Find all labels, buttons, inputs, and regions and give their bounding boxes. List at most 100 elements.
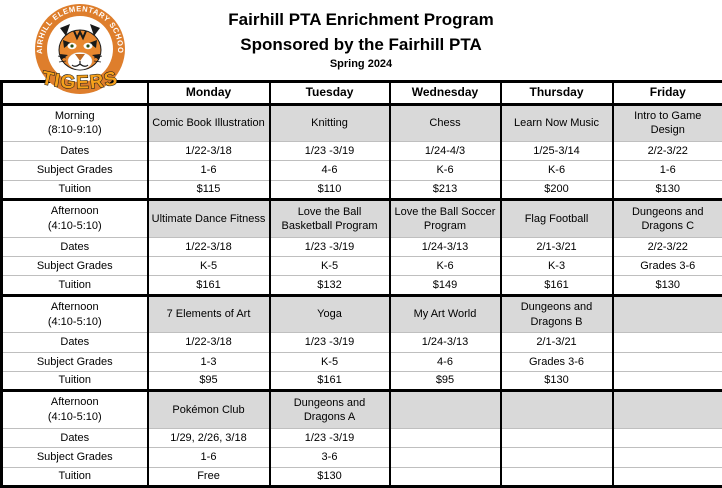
dates-cell: 1/22-3/18 [146,236,270,257]
tuition-row: Tuition $95 $161 $95 $130 [1,370,722,391]
grades-cell: K-6 [388,160,501,181]
school-logo: FAIRHILL ELEMENTARY SCHOOL TIGERS [27,0,132,102]
tuition-row: Tuition $161 $132 $149 $161 $130 [1,275,722,296]
tiger-face-icon [57,24,103,71]
session-cell: Afternoon (4:10-5:10) [1,198,148,238]
program-cell [499,389,613,429]
program-cell: Intro to Game Design [611,102,722,142]
grades-cell [611,447,722,468]
program-cell: Comic Book Illustration [146,102,270,142]
program-cell: Learn Now Music [499,102,613,142]
program-cell: Flag Football [499,198,613,238]
dates-cell: 1/24-3/13 [388,332,501,353]
tuition-label: Tuition [1,179,148,200]
grades-row: Subject Grades 1-3 K-5 4-6 Grades 3-6 [1,351,722,372]
program-cell: Pokémon Club [146,389,270,429]
grades-cell: 1-6 [146,160,270,181]
tuition-cell [611,466,722,487]
tuition-label: Tuition [1,275,148,296]
grades-cell: Grades 3-6 [499,351,613,372]
tuition-cell: $95 [388,370,501,391]
tuition-cell: $95 [146,370,270,391]
dates-cell: 1/24-3/13 [388,236,501,257]
dates-row: Dates 1/22-3/18 1/23 -3/19 1/24-4/3 1/25… [1,141,722,161]
tuition-cell: $130 [611,275,722,296]
day-header-row: Monday Tuesday Wednesday Thursday Friday [1,81,722,105]
tuition-cell: $161 [499,275,613,296]
grades-cell: K-5 [268,351,390,372]
tuition-row: Tuition Free $130 [1,466,722,487]
grades-cell: K-5 [268,256,390,276]
tuition-cell: $115 [146,179,270,200]
grades-label: Subject Grades [1,447,148,468]
dates-cell: 1/23 -3/19 [268,236,390,257]
dates-cell: 1/23 -3/19 [268,332,390,353]
tuition-cell: Free [146,466,270,487]
tuition-row: Tuition $115 $110 $213 $200 $130 [1,179,722,200]
dates-cell: 2/1-3/21 [499,236,613,257]
tuition-cell: $130 [268,466,390,487]
dates-cell [388,427,501,448]
grades-label: Subject Grades [1,256,148,276]
dates-row: Dates 1/29, 2/26, 3/18 1/23 -3/19 [1,427,722,448]
dates-cell: 2/2-3/22 [611,236,722,257]
day-header-wednesday: Wednesday [388,81,501,105]
grades-label: Subject Grades [1,351,148,372]
dates-label: Dates [1,427,148,448]
tuition-cell [499,466,613,487]
dates-cell: 1/22-3/18 [146,141,270,161]
grades-cell: K-5 [146,256,270,276]
dates-cell: 1/25-3/14 [499,141,613,161]
program-cell: My Art World [388,293,501,333]
dates-cell: 2/1-3/21 [499,332,613,353]
grades-cell: 1-6 [146,447,270,468]
program-row: Afternoon (4:10-5:10) Ultimate Dance Fit… [1,198,722,238]
tuition-cell: $161 [268,370,390,391]
grades-cell: 4-6 [388,351,501,372]
tuition-cell: $200 [499,179,613,200]
grades-row: Subject Grades K-5 K-5 K-6 K-3 Grades 3-… [1,256,722,276]
program-cell: Dungeons and Dragons A [268,389,390,429]
tuition-cell: $213 [388,179,501,200]
tuition-cell [388,466,501,487]
dates-cell [611,332,722,353]
tiger-logo-icon: FAIRHILL ELEMENTARY SCHOOL TIGERS [27,0,125,94]
tuition-label: Tuition [1,466,148,487]
dates-cell: 1/29, 2/26, 3/18 [146,427,270,448]
grades-cell: Grades 3-6 [611,256,722,276]
day-header-friday: Friday [611,81,722,105]
program-cell [611,389,722,429]
tuition-cell: $149 [388,275,501,296]
grades-cell [499,447,613,468]
grades-cell [611,351,722,372]
dates-cell [499,427,613,448]
program-cell: Dungeons and Dragons C [611,198,722,238]
session-cell: Afternoon (4:10-5:10) [1,293,148,333]
program-cell: Ultimate Dance Fitness [146,198,270,238]
dates-label: Dates [1,236,148,257]
day-header-monday: Monday [146,81,270,105]
tuition-cell: $130 [499,370,613,391]
grades-row: Subject Grades 1-6 3-6 [1,447,722,468]
dates-label: Dates [1,332,148,353]
grades-row: Subject Grades 1-6 4-6 K-6 K-6 1-6 [1,160,722,181]
dates-label: Dates [1,141,148,161]
grades-cell: 1-3 [146,351,270,372]
grades-cell: K-3 [499,256,613,276]
program-cell: Yoga [268,293,390,333]
grades-label: Subject Grades [1,160,148,181]
grades-cell [388,447,501,468]
program-cell: Love the Ball Basketball Program [268,198,390,238]
grades-cell: 4-6 [268,160,390,181]
program-cell: Dungeons and Dragons B [499,293,613,333]
tuition-cell [611,370,722,391]
tuition-cell: $110 [268,179,390,200]
page-title-line2: Sponsored by the Fairhill PTA [240,34,482,54]
grades-cell: K-6 [388,256,501,276]
dates-cell: 1/22-3/18 [146,332,270,353]
tuition-cell: $130 [611,179,722,200]
dates-cell: 1/23 -3/19 [268,427,390,448]
session-cell: Afternoon (4:10-5:10) [1,389,148,429]
program-row: Afternoon (4:10-5:10) Pokémon Club Dunge… [1,389,722,429]
tuition-label: Tuition [1,370,148,391]
